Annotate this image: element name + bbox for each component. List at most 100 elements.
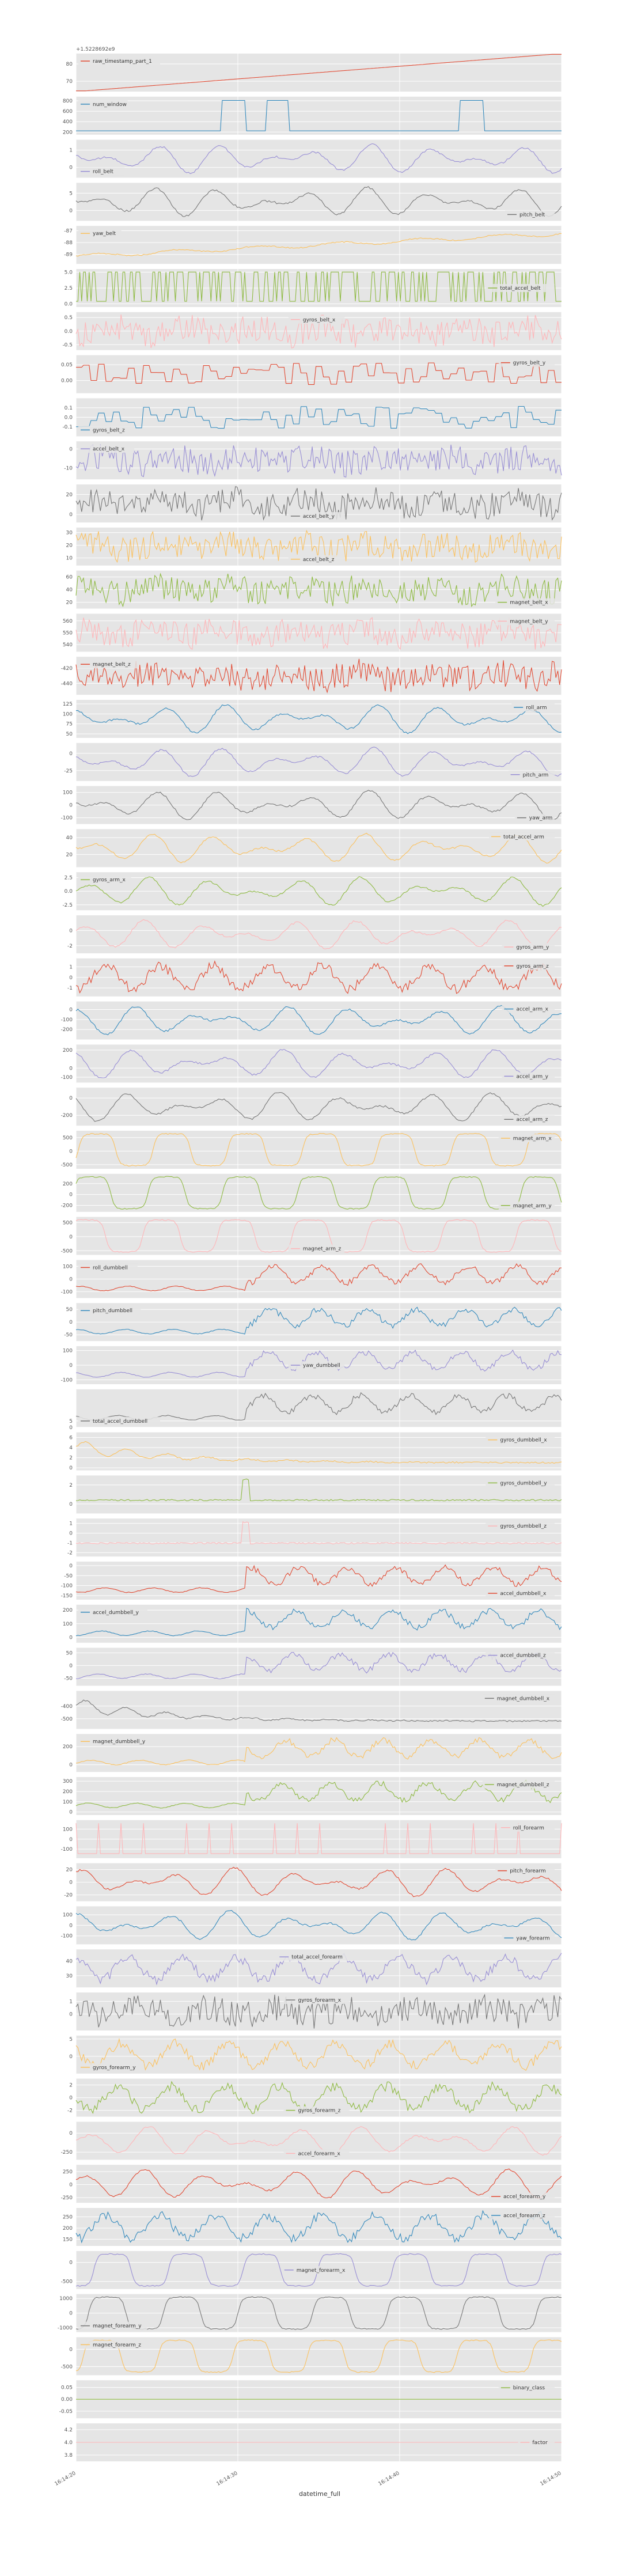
subplot-total_accel_arm: 40 20 total_accel_arm (66, 829, 562, 867)
y-tick-label: 250 (63, 2215, 73, 2221)
series-line-gyros_arm_y (75, 919, 562, 949)
legend-label: pitch_dumbbell (93, 1308, 132, 1314)
legend-accel_forearm_y: accel_forearm_y (489, 2192, 555, 2201)
y-tick-label: 5 (69, 1419, 73, 1425)
legend-box (288, 555, 345, 563)
y-tick-label: 0 (69, 1635, 73, 1641)
legend-pitch_belt: pitch_belt (505, 210, 555, 219)
legend-box (282, 2266, 351, 2274)
legend-label: total_accel_dumbbell (93, 1419, 147, 1425)
plot-area (76, 355, 562, 393)
y-tick-label: 0 (69, 1502, 73, 1507)
legend-box (78, 100, 128, 108)
legend-accel_arm_y: accel_arm_y (502, 1072, 555, 1081)
y-tick-label: -1000 (58, 2325, 73, 2331)
legend-box (486, 284, 555, 292)
legend-label: total_accel_arm (503, 834, 544, 840)
series-line-total_accel_belt (76, 271, 562, 302)
y-tick-label: 0 (69, 1465, 73, 1471)
series-line-accel_dumbbell_z (75, 1651, 562, 1680)
subplot-gyros_arm_z: 1 0 -1 gyros_arm_z (67, 958, 562, 997)
legend-gyros_belt_x: gyros_belt_x (288, 315, 345, 324)
legend-pitch_dumbbell: pitch_dumbbell (78, 1306, 141, 1315)
plot-area (76, 915, 562, 953)
legend-label: accel_arm_y (516, 1074, 548, 1079)
y-tick-label: 0 (69, 1810, 73, 1816)
y-tick-label: 0 (69, 1880, 73, 1886)
y-tick-label: 0 (69, 2096, 73, 2101)
legend-box (277, 1953, 356, 1961)
y-tick-label: -440 (61, 681, 73, 687)
legend-magnet_forearm_z: magnet_forearm_z (78, 2340, 147, 2349)
legend-box (486, 1651, 555, 1660)
series-line-accel_arm_x (75, 1005, 562, 1036)
legend-label: accel_dumbbell_y (93, 1610, 139, 1616)
series-line-magnet_arm_y (75, 1176, 562, 1210)
legend-accel_dumbbell_y: accel_dumbbell_y (78, 1608, 147, 1616)
legend-box (78, 2321, 147, 2330)
series-line-magnet_belt_y (75, 617, 562, 650)
y-tick-label: 125 (63, 702, 73, 707)
y-tick-label: 0 (69, 1531, 73, 1537)
legend-box (78, 1306, 141, 1315)
legend-box (78, 1608, 147, 1616)
subplot-magnet_arm_y: 200 0 -200 magnet_arm_y (61, 1173, 562, 1212)
subplot-accel_dumbbell_y: 200 100 0 accel_dumbbell_y (63, 1604, 562, 1643)
y-tick-label: -200 (61, 1113, 73, 1119)
series-line-pitch_arm (75, 747, 562, 777)
legend-total_accel_forearm: total_accel_forearm (277, 1953, 356, 1961)
legend-box (502, 943, 555, 951)
subplot-roll_dumbbell: 100 0 -100 roll_dumbbell (61, 1260, 562, 1298)
legend-accel_belt_x: accel_belt_x (78, 445, 135, 453)
legend-box (514, 813, 555, 822)
y-tick-label: 0.0 (65, 302, 73, 308)
series-line-magnet_belt_z (75, 658, 562, 694)
subplot-factor: 4.2 4.0 3.8 factor (65, 2423, 562, 2461)
subplot-pitch_dumbbell: 50 0 -50 pitch_dumbbell (64, 1303, 562, 1342)
legend-label: binary_class (513, 2385, 545, 2391)
y-tick-label: 560 (63, 619, 73, 624)
subplot-gyros_belt_z: 0.1 0.0 -0.1 gyros_belt_z (62, 398, 562, 437)
y-tick-label: -2.5 (62, 903, 73, 908)
series-line-magnet_forearm_z (75, 2339, 562, 2373)
plot-area (76, 1173, 562, 1212)
x-axis-label: datetime_full (299, 2490, 340, 2498)
subplot-magnet_arm_z: 500 0 -500 magnet_arm_z (61, 1217, 562, 1255)
y-tick-label: -150 (61, 1593, 73, 1599)
legend-label: gyros_belt_y (513, 361, 546, 366)
legend-box (495, 1866, 555, 1875)
y-tick-label: 100 (63, 1800, 73, 1805)
subplot-gyros_arm_y: 0 -2 gyros_arm_y (67, 915, 562, 953)
subplot-magnet_forearm_x: 0 -500 magnet_forearm_x (61, 2251, 562, 2289)
plot-area (76, 96, 562, 135)
legend-box (498, 2384, 555, 2392)
legend-accel_dumbbell_z: accel_dumbbell_z (486, 1651, 555, 1660)
series-line-accel_belt_y (75, 486, 562, 521)
legend-box (78, 229, 122, 238)
y-tick-label: -500 (61, 1162, 73, 1168)
y-tick-label: -2 (67, 1550, 73, 1556)
subplot-magnet_belt_y: 560 550 540 magnet_belt_y (63, 613, 562, 652)
legend-label: yaw_forearm (516, 1935, 549, 1941)
subplot-accel_arm_z: 0 -200 accel_arm_z (61, 1088, 562, 1126)
legend-label: gyros_dumbbell_y (500, 1480, 547, 1486)
legend-roll_forearm: roll_forearm (498, 1823, 555, 1832)
legend-box (78, 57, 160, 65)
subplot-stack: 8070raw_timestamp_part_1800600400200num_… (58, 54, 562, 2461)
series-line-yaw_dumbbell (75, 1349, 562, 1378)
legend-box (482, 1694, 555, 1703)
y-tick-label: 0 (69, 1320, 73, 1325)
y-tick-label: 30 (66, 1973, 73, 1979)
y-tick-label: -100 (61, 1075, 73, 1081)
legend-accel_arm_x: accel_arm_x (502, 1005, 555, 1013)
plot-area (76, 1088, 562, 1126)
subplot-gyros_arm_x: 2.5 0.0 -2.5 gyros_arm_x (62, 872, 562, 911)
series-line-pitch_dumbbell (75, 1306, 562, 1335)
subplot-yaw_arm: 100 0 -100 yaw_arm (61, 786, 562, 824)
legend-label: pitch_forearm (510, 1869, 545, 1874)
legend-label: gyros_arm_x (93, 877, 126, 883)
y-tick-label: -87 (64, 228, 73, 234)
legend-factor: factor (518, 2438, 555, 2446)
y-tick-label: -88 (64, 240, 73, 246)
legend-label: gyros_forearm_y (93, 2065, 136, 2071)
